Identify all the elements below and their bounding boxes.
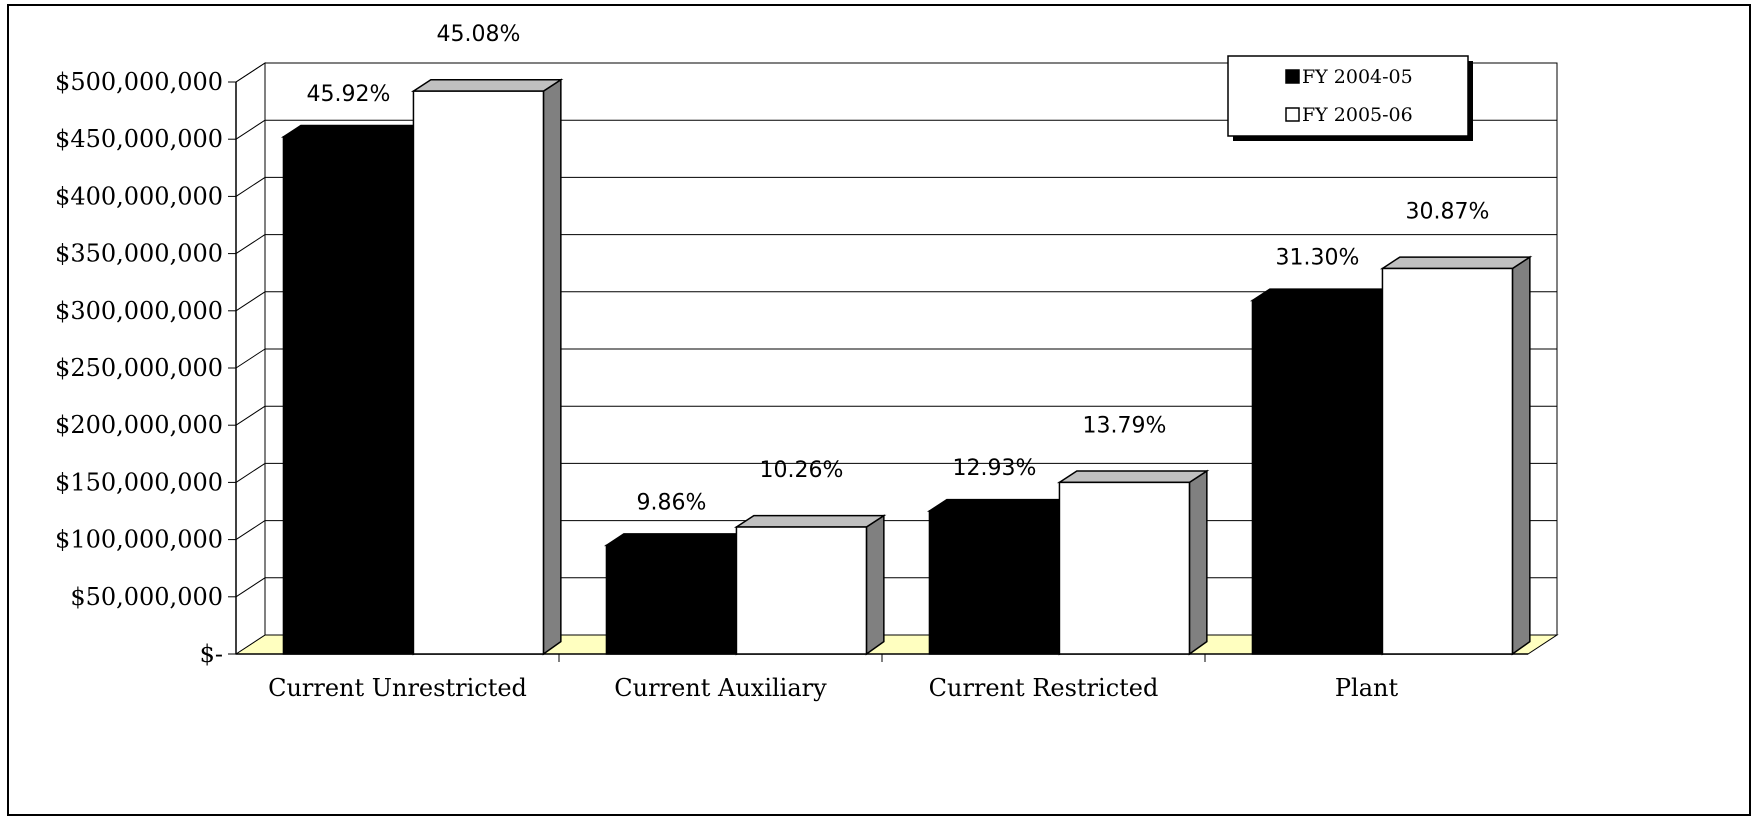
gridline-side: [235, 462, 266, 483]
gridline-side: [235, 234, 266, 255]
y-tick-label: $350,000,000: [55, 240, 223, 268]
chart-frame: $- $50,000,000 $100,000,000 $150,000,000 $20…: [7, 4, 1751, 816]
data-label: 13.79%: [1083, 413, 1167, 438]
data-label: 9.86%: [637, 490, 707, 515]
y-tick-label: $150,000,000: [55, 468, 223, 496]
data-label: 12.93%: [953, 456, 1037, 481]
x-category-label: Current Auxiliary: [614, 674, 827, 702]
x-category-label: Plant: [1335, 674, 1399, 702]
gridline-side: [235, 62, 266, 83]
data-label: 45.92%: [307, 82, 391, 107]
y-tick-label: $300,000,000: [55, 297, 223, 325]
y-tick-label: $250,000,000: [55, 354, 223, 382]
legend-box: [1227, 55, 1469, 137]
gridline-side: [235, 577, 266, 598]
bar: [735, 526, 868, 655]
data-label: 31.30%: [1276, 246, 1360, 271]
legend: FY 2004-05 FY 2005-06: [1227, 55, 1473, 141]
bar: [1058, 481, 1191, 655]
bar-side: [542, 78, 562, 656]
bar-top: [1056, 470, 1210, 484]
bar-top: [1249, 288, 1403, 302]
gridline-side: [235, 176, 266, 197]
bar-top: [1379, 256, 1533, 270]
legend-swatch: [1285, 69, 1300, 84]
gridline-side: [235, 405, 266, 426]
bar-top: [410, 79, 564, 92]
bar-top: [733, 514, 887, 528]
x-category-label: Current Unrestricted: [268, 674, 527, 702]
bar: [1381, 267, 1514, 655]
y-tick-label: $400,000,000: [55, 182, 223, 210]
legend-swatch: [1285, 107, 1300, 122]
gridline-side: [235, 520, 266, 541]
data-label: 10.26%: [760, 458, 844, 483]
data-label: 45.08%: [437, 22, 521, 47]
y-tick-label: $50,000,000: [70, 583, 223, 611]
y-tick-label: $500,000,000: [55, 68, 223, 96]
gridline-side: [235, 348, 266, 369]
bar-side: [865, 514, 885, 656]
data-labels: 45.92% 45.08% 9.86% 10.26% 12.93% 13.79% 31.30…: [307, 22, 1490, 515]
legend-label: FY 2004-05: [1302, 66, 1413, 88]
bar: [1251, 299, 1384, 655]
gridline-side: [235, 119, 266, 140]
legend-label: FY 2005-06: [1302, 104, 1413, 126]
bar-top: [926, 498, 1080, 512]
bar-chart: $- $50,000,000 $100,000,000 $150,000,000 $20…: [55, 22, 1559, 702]
data-label: 30.87%: [1406, 199, 1490, 224]
bar: [928, 510, 1061, 655]
bar-top: [603, 533, 757, 547]
x-category-label: Current Restricted: [929, 674, 1159, 702]
bar: [412, 90, 545, 655]
y-tick-label: $100,000,000: [55, 526, 223, 554]
bar: [282, 136, 415, 655]
gridline-side: [235, 291, 266, 312]
y-tick-label: $200,000,000: [55, 411, 223, 439]
bar: [605, 544, 738, 655]
bar-side: [1188, 469, 1208, 656]
bar-side: [1511, 255, 1531, 656]
y-tick-label: $-: [200, 640, 223, 668]
bar-top: [280, 124, 434, 138]
y-tick-label: $450,000,000: [55, 125, 223, 153]
bars: [280, 78, 1533, 656]
